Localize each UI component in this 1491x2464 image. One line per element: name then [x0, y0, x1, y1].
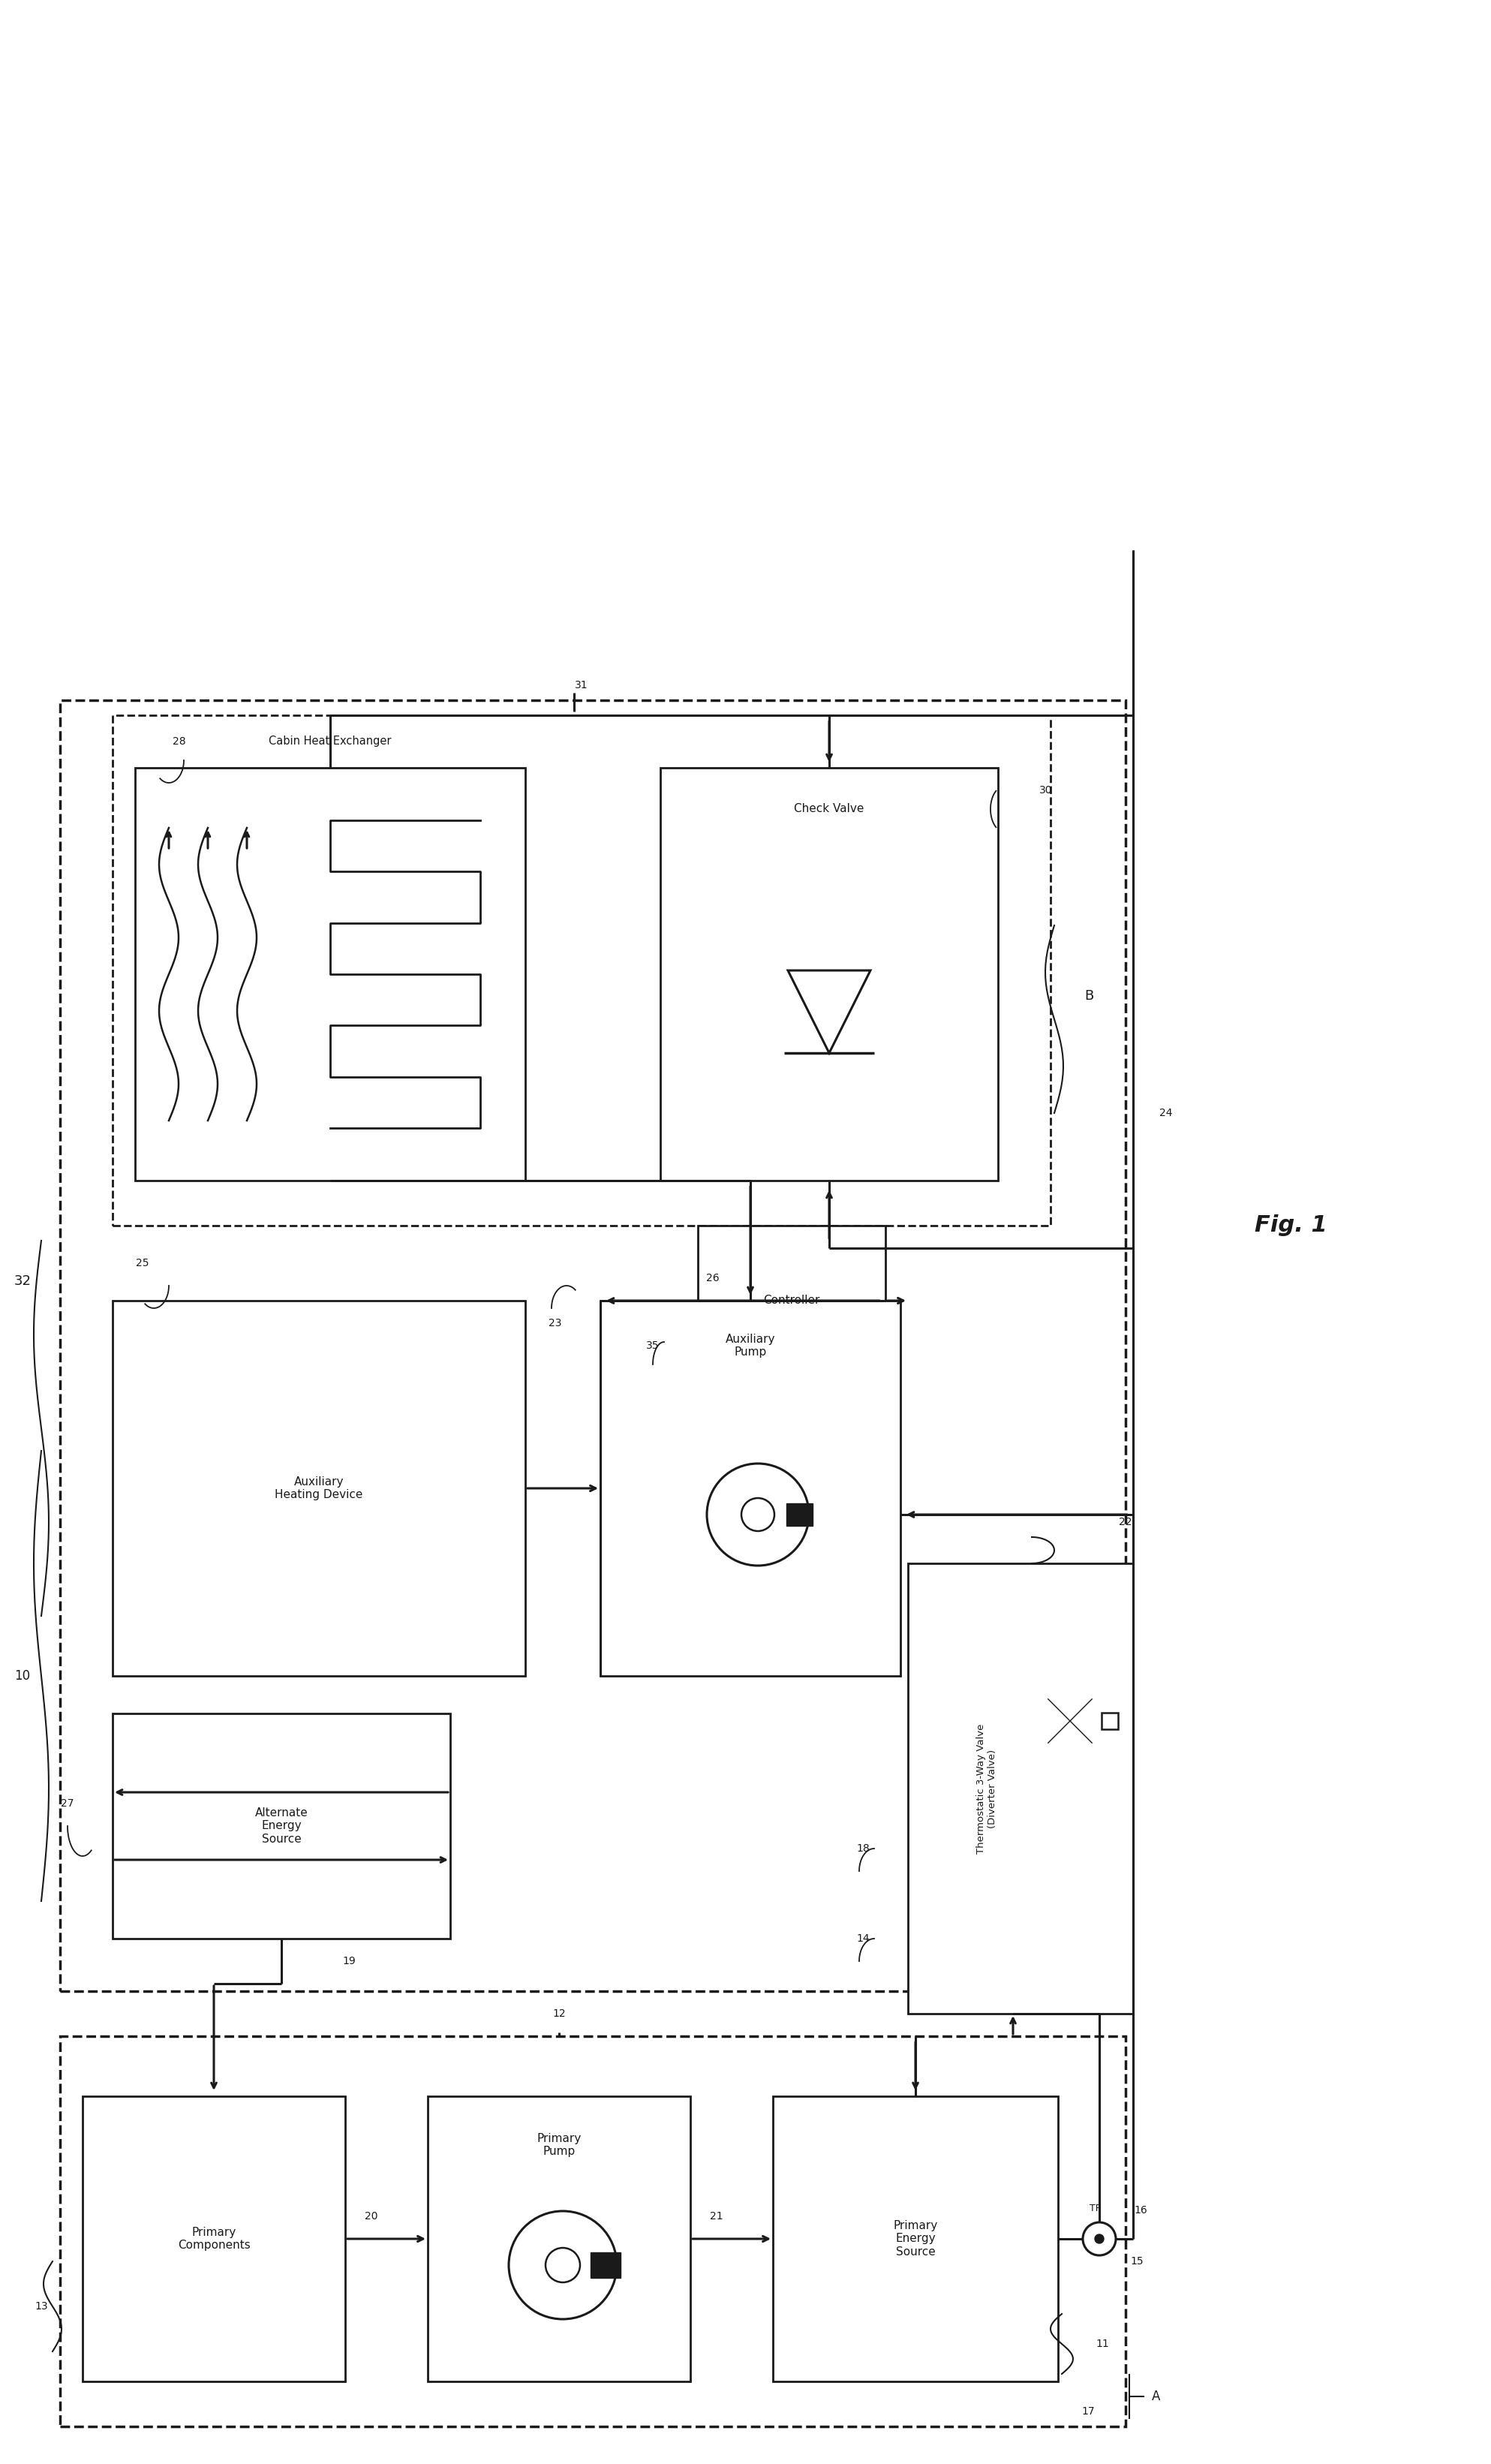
- Text: 19: 19: [343, 1956, 355, 1966]
- Text: 35: 35: [646, 1340, 659, 1350]
- Text: 28: 28: [173, 737, 186, 747]
- Polygon shape: [1048, 1698, 1071, 1720]
- Text: 11: 11: [1096, 2338, 1109, 2348]
- Text: 24: 24: [1160, 1109, 1172, 1119]
- Text: 22: 22: [1120, 1518, 1132, 1528]
- Text: 10: 10: [15, 1668, 30, 1683]
- Bar: [112, 1301, 525, 1676]
- Text: 23: 23: [549, 1318, 562, 1328]
- Polygon shape: [1048, 1720, 1071, 1742]
- Text: 12: 12: [553, 2008, 565, 2018]
- Text: Primary
Pump: Primary Pump: [537, 2134, 581, 2156]
- Circle shape: [1094, 2235, 1103, 2242]
- Text: TP: TP: [1090, 2203, 1102, 2213]
- Text: 31: 31: [576, 680, 587, 690]
- Text: 32: 32: [13, 1274, 31, 1289]
- Text: 17: 17: [1081, 2407, 1094, 2417]
- Polygon shape: [1071, 1720, 1093, 1742]
- Bar: [82, 2097, 346, 2380]
- Text: 14: 14: [856, 1934, 869, 1944]
- Text: 27: 27: [61, 1799, 75, 1809]
- Bar: [661, 769, 997, 1180]
- Text: 15: 15: [1130, 2257, 1144, 2267]
- Text: Auxiliary
Pump: Auxiliary Pump: [726, 1333, 775, 1358]
- Bar: [786, 1503, 813, 1525]
- Bar: [112, 1712, 450, 1939]
- Text: A: A: [1153, 2390, 1160, 2402]
- Text: 13: 13: [34, 2301, 48, 2311]
- Text: Check Valve: Check Valve: [795, 803, 865, 816]
- Text: Auxiliary
Heating Device: Auxiliary Heating Device: [274, 1476, 362, 1501]
- Text: Cabin Heat Exchanger: Cabin Heat Exchanger: [268, 737, 392, 747]
- Text: 21: 21: [710, 2210, 723, 2223]
- Text: Thermostatic 3-Way Valve
(Diverter Valve): Thermostatic 3-Way Valve (Diverter Valve…: [977, 1722, 997, 1853]
- Text: Alternate
Energy
Source: Alternate Energy Source: [255, 1809, 309, 1846]
- Bar: [1102, 1712, 1118, 1730]
- Bar: [772, 2097, 1059, 2380]
- Text: 26: 26: [707, 1274, 720, 1284]
- Text: B: B: [1084, 988, 1093, 1003]
- Text: 16: 16: [1135, 2205, 1147, 2215]
- Bar: [60, 2035, 1126, 2427]
- Text: 25: 25: [136, 1259, 149, 1269]
- Bar: [590, 2252, 620, 2277]
- Bar: [428, 2097, 690, 2380]
- Bar: [908, 1562, 1133, 2013]
- Polygon shape: [1071, 1698, 1093, 1720]
- Text: Controller: Controller: [763, 1296, 820, 1306]
- Text: 30: 30: [1039, 786, 1053, 796]
- Bar: [60, 700, 1126, 1991]
- Text: Fig. 1: Fig. 1: [1254, 1215, 1327, 1237]
- Bar: [136, 769, 525, 1180]
- Bar: [601, 1301, 901, 1676]
- Bar: [698, 1225, 886, 1375]
- Bar: [112, 715, 1051, 1225]
- Circle shape: [1082, 2223, 1115, 2255]
- Text: 18: 18: [856, 1843, 869, 1853]
- Text: Primary
Components: Primary Components: [177, 2227, 250, 2252]
- Text: Primary
Energy
Source: Primary Energy Source: [893, 2220, 938, 2257]
- Text: 20: 20: [365, 2210, 379, 2223]
